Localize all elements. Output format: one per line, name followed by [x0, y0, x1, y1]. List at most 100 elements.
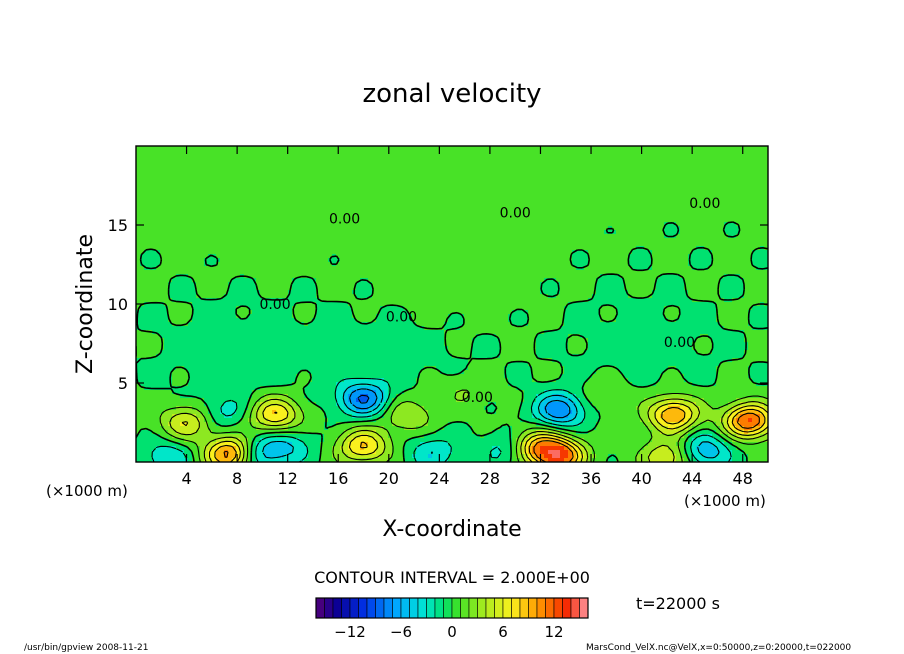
field-cell — [344, 206, 349, 211]
field-cell — [208, 178, 213, 183]
field-cell — [456, 250, 461, 255]
field-cell — [556, 254, 561, 259]
field-cell — [572, 166, 577, 171]
field-cell — [460, 266, 465, 271]
field-cell — [524, 150, 529, 155]
field-cell — [404, 246, 409, 251]
field-cell — [168, 262, 173, 267]
field-cell — [236, 182, 241, 187]
field-cell — [632, 242, 637, 247]
field-cell — [600, 210, 605, 215]
field-cell — [696, 190, 701, 195]
field-cell — [516, 174, 521, 179]
field-cell — [304, 186, 309, 191]
field-cell — [540, 154, 545, 159]
field-cell — [372, 202, 377, 207]
field-cell — [700, 162, 705, 167]
field-cell — [500, 238, 505, 243]
field-cell — [188, 202, 193, 207]
field-cell — [492, 266, 497, 271]
field-cell — [648, 158, 653, 163]
field-cell — [648, 258, 653, 263]
field-cell — [660, 226, 665, 231]
field-cell — [720, 178, 725, 183]
field-cell — [532, 230, 537, 235]
field-cell — [664, 154, 669, 159]
field-cell — [160, 150, 165, 155]
field-cell — [676, 186, 681, 191]
field-cell — [752, 218, 757, 223]
field-cell — [692, 234, 697, 239]
field-cell — [184, 182, 189, 187]
field-cell — [316, 146, 321, 151]
field-cell — [444, 238, 449, 243]
field-cell — [516, 230, 521, 235]
field-cell — [516, 242, 521, 247]
field-cell — [388, 198, 393, 203]
field-cell — [580, 254, 585, 259]
field-cell — [752, 146, 757, 151]
field-cell — [588, 178, 593, 183]
field-cell — [392, 182, 397, 187]
field-cell — [492, 162, 497, 167]
field-cell — [292, 182, 297, 187]
field-cell — [204, 162, 209, 167]
field-cell — [684, 254, 689, 259]
field-cell — [432, 262, 437, 267]
field-cell — [208, 238, 213, 243]
field-cell — [520, 162, 525, 167]
field-cell — [352, 214, 357, 219]
field-cell — [480, 206, 485, 211]
field-cell — [432, 242, 437, 247]
field-cell — [188, 230, 193, 235]
field-cell — [164, 266, 169, 271]
field-cell — [484, 250, 489, 255]
field-cell — [140, 218, 145, 223]
field-cell — [624, 266, 629, 271]
field-cell — [496, 194, 501, 199]
field-cell — [736, 206, 741, 211]
field-cell — [692, 190, 697, 195]
field-cell — [468, 190, 473, 195]
field-cell — [176, 158, 181, 163]
field-cell — [508, 194, 513, 199]
field-cell — [692, 258, 697, 263]
field-cell — [456, 254, 461, 259]
field-cell — [468, 226, 473, 231]
field-cell — [220, 198, 225, 203]
field-cell — [164, 250, 169, 255]
field-cell — [660, 238, 665, 243]
field-cell — [740, 158, 745, 163]
field-cell — [192, 246, 197, 251]
field-cell — [264, 150, 269, 155]
field-cell — [280, 166, 285, 171]
field-cell — [172, 234, 177, 239]
field-cell — [384, 202, 389, 207]
field-cell — [524, 206, 529, 211]
field-cell — [568, 242, 573, 247]
field-cell — [708, 154, 713, 159]
field-cell — [580, 214, 585, 219]
field-cell — [612, 214, 617, 219]
field-cell — [368, 210, 373, 215]
field-cell — [388, 186, 393, 191]
field-cell — [284, 202, 289, 207]
field-cell — [416, 226, 421, 231]
field-cell — [532, 162, 537, 167]
field-cell — [464, 162, 469, 167]
field-cell — [608, 218, 613, 223]
field-cell — [656, 190, 661, 195]
field-cell — [316, 166, 321, 171]
field-cell — [368, 178, 373, 183]
field-cell — [192, 154, 197, 159]
field-cell — [284, 158, 289, 163]
field-cell — [328, 214, 333, 219]
field-cell — [284, 214, 289, 219]
field-cell — [140, 234, 145, 239]
field-cell — [764, 190, 768, 195]
field-cell — [444, 234, 449, 239]
field-cell — [320, 234, 325, 239]
field-cell — [456, 190, 461, 195]
field-cell — [416, 166, 421, 171]
field-cell — [324, 258, 329, 263]
